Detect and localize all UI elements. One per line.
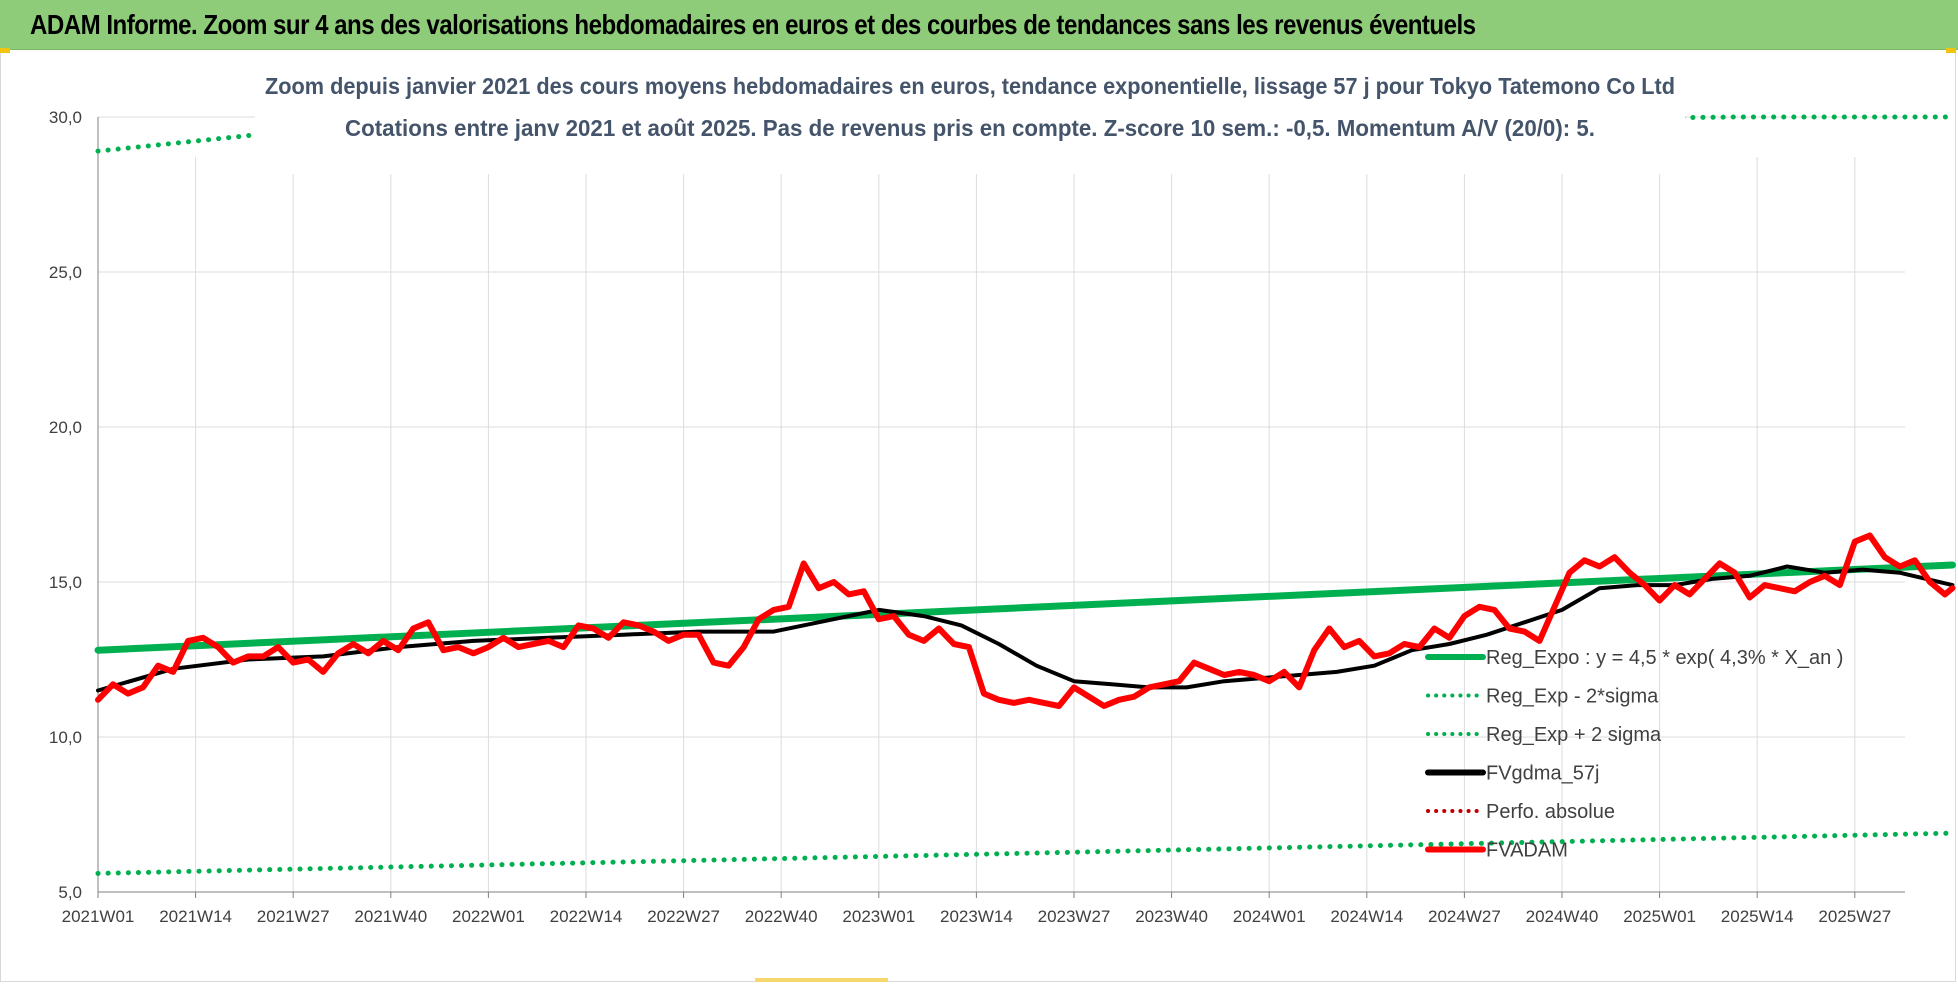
grid-layer: [97, 116, 1905, 893]
x-tick-label: 2023W27: [1038, 907, 1111, 926]
series-line-reg-expo-y-4-5-exp-4-3-x-an: [94, 561, 1956, 654]
legend-label-fvadam: FVADAM: [1486, 840, 1568, 862]
y-tick-label: 5,0: [58, 883, 82, 902]
x-tick-label: 2025W01: [1623, 907, 1696, 926]
x-tick-label: 2022W14: [550, 907, 623, 926]
x-tick-label: 2025W14: [1721, 907, 1794, 926]
x-tick-label: 2022W27: [647, 907, 720, 926]
x-tick-label: 2023W01: [842, 907, 915, 926]
y-tick-label: 20,0: [49, 418, 82, 437]
legend-label-reg-exp-2-sigma: Reg_Exp + 2 sigma: [1486, 724, 1662, 746]
legend-label-reg-exp-2-sigma: Reg_Exp - 2*sigma: [1486, 686, 1659, 708]
series-line-reg-exp-2-sigma: [95, 830, 1955, 876]
bottom-accent: [755, 978, 888, 982]
x-tick-label: 2023W14: [940, 907, 1013, 926]
chart-subtitle: Cotations entre janv 2021 et août 2025. …: [345, 115, 1595, 141]
series-line-fvadam: [95, 532, 1956, 709]
header-banner: ADAM Informe. Zoom sur 4 ans des valoris…: [0, 0, 1958, 50]
series-layer: [94, 114, 1956, 876]
corner-mark-right: [1946, 48, 1956, 53]
legend-label-reg-expo-y-4-5-exp-4-3-x-an: Reg_Expo : y = 4,5 * exp( 4,3% * X_an ): [1486, 647, 1843, 669]
x-tick-label: 2024W14: [1330, 907, 1403, 926]
corner-mark-left: [0, 48, 10, 53]
x-tick-label: 2025W27: [1818, 907, 1891, 926]
x-tick-label: 2023W40: [1135, 907, 1208, 926]
y-tick-label: 25,0: [49, 263, 82, 282]
legend-label-perfo-absolue: Perfo. absolue: [1486, 801, 1615, 823]
y-tick-label: 15,0: [49, 573, 82, 592]
page-title: ADAM Informe. Zoom sur 4 ans des valoris…: [30, 9, 1476, 40]
x-tick-label: 2024W40: [1526, 907, 1599, 926]
legend-label-fvgdma-57j: FVgdma_57j: [1486, 763, 1599, 785]
x-tick-label: 2021W01: [62, 907, 135, 926]
chart-area: 30,0 25,0 20,0 15,0 10,0 5,0 2021W01 2021W14 202…: [0, 50, 1958, 984]
chart-title: Zoom depuis janvier 2021 des cours moyen…: [265, 73, 1675, 99]
x-tick-label: 2021W40: [354, 907, 427, 926]
axis-layer: 30,0 25,0 20,0 15,0 10,0 5,0 2021W01 2021W14 202…: [49, 108, 1905, 926]
series-line-fvgdma-57j: [96, 564, 1955, 693]
chart-svg: 30,0 25,0 20,0 15,0 10,0 5,0 2021W01 2021W14 202…: [49, 56, 1956, 926]
y-tick-label: 10,0: [49, 728, 82, 747]
y-tick-label: 30,0: [49, 108, 82, 127]
x-tick-label: 2022W40: [745, 907, 818, 926]
x-tick-label: 2021W27: [257, 907, 330, 926]
x-tick-label: 2024W27: [1428, 907, 1501, 926]
legend: Reg_Expo : y = 4,5 * exp( 4,3% * X_an ) R…: [1425, 647, 1843, 862]
x-tick-label: 2024W01: [1233, 907, 1306, 926]
x-tick-label: 2021W14: [159, 907, 232, 926]
x-tick-label: 2022W01: [452, 907, 525, 926]
title-backdrop: [255, 56, 1685, 174]
